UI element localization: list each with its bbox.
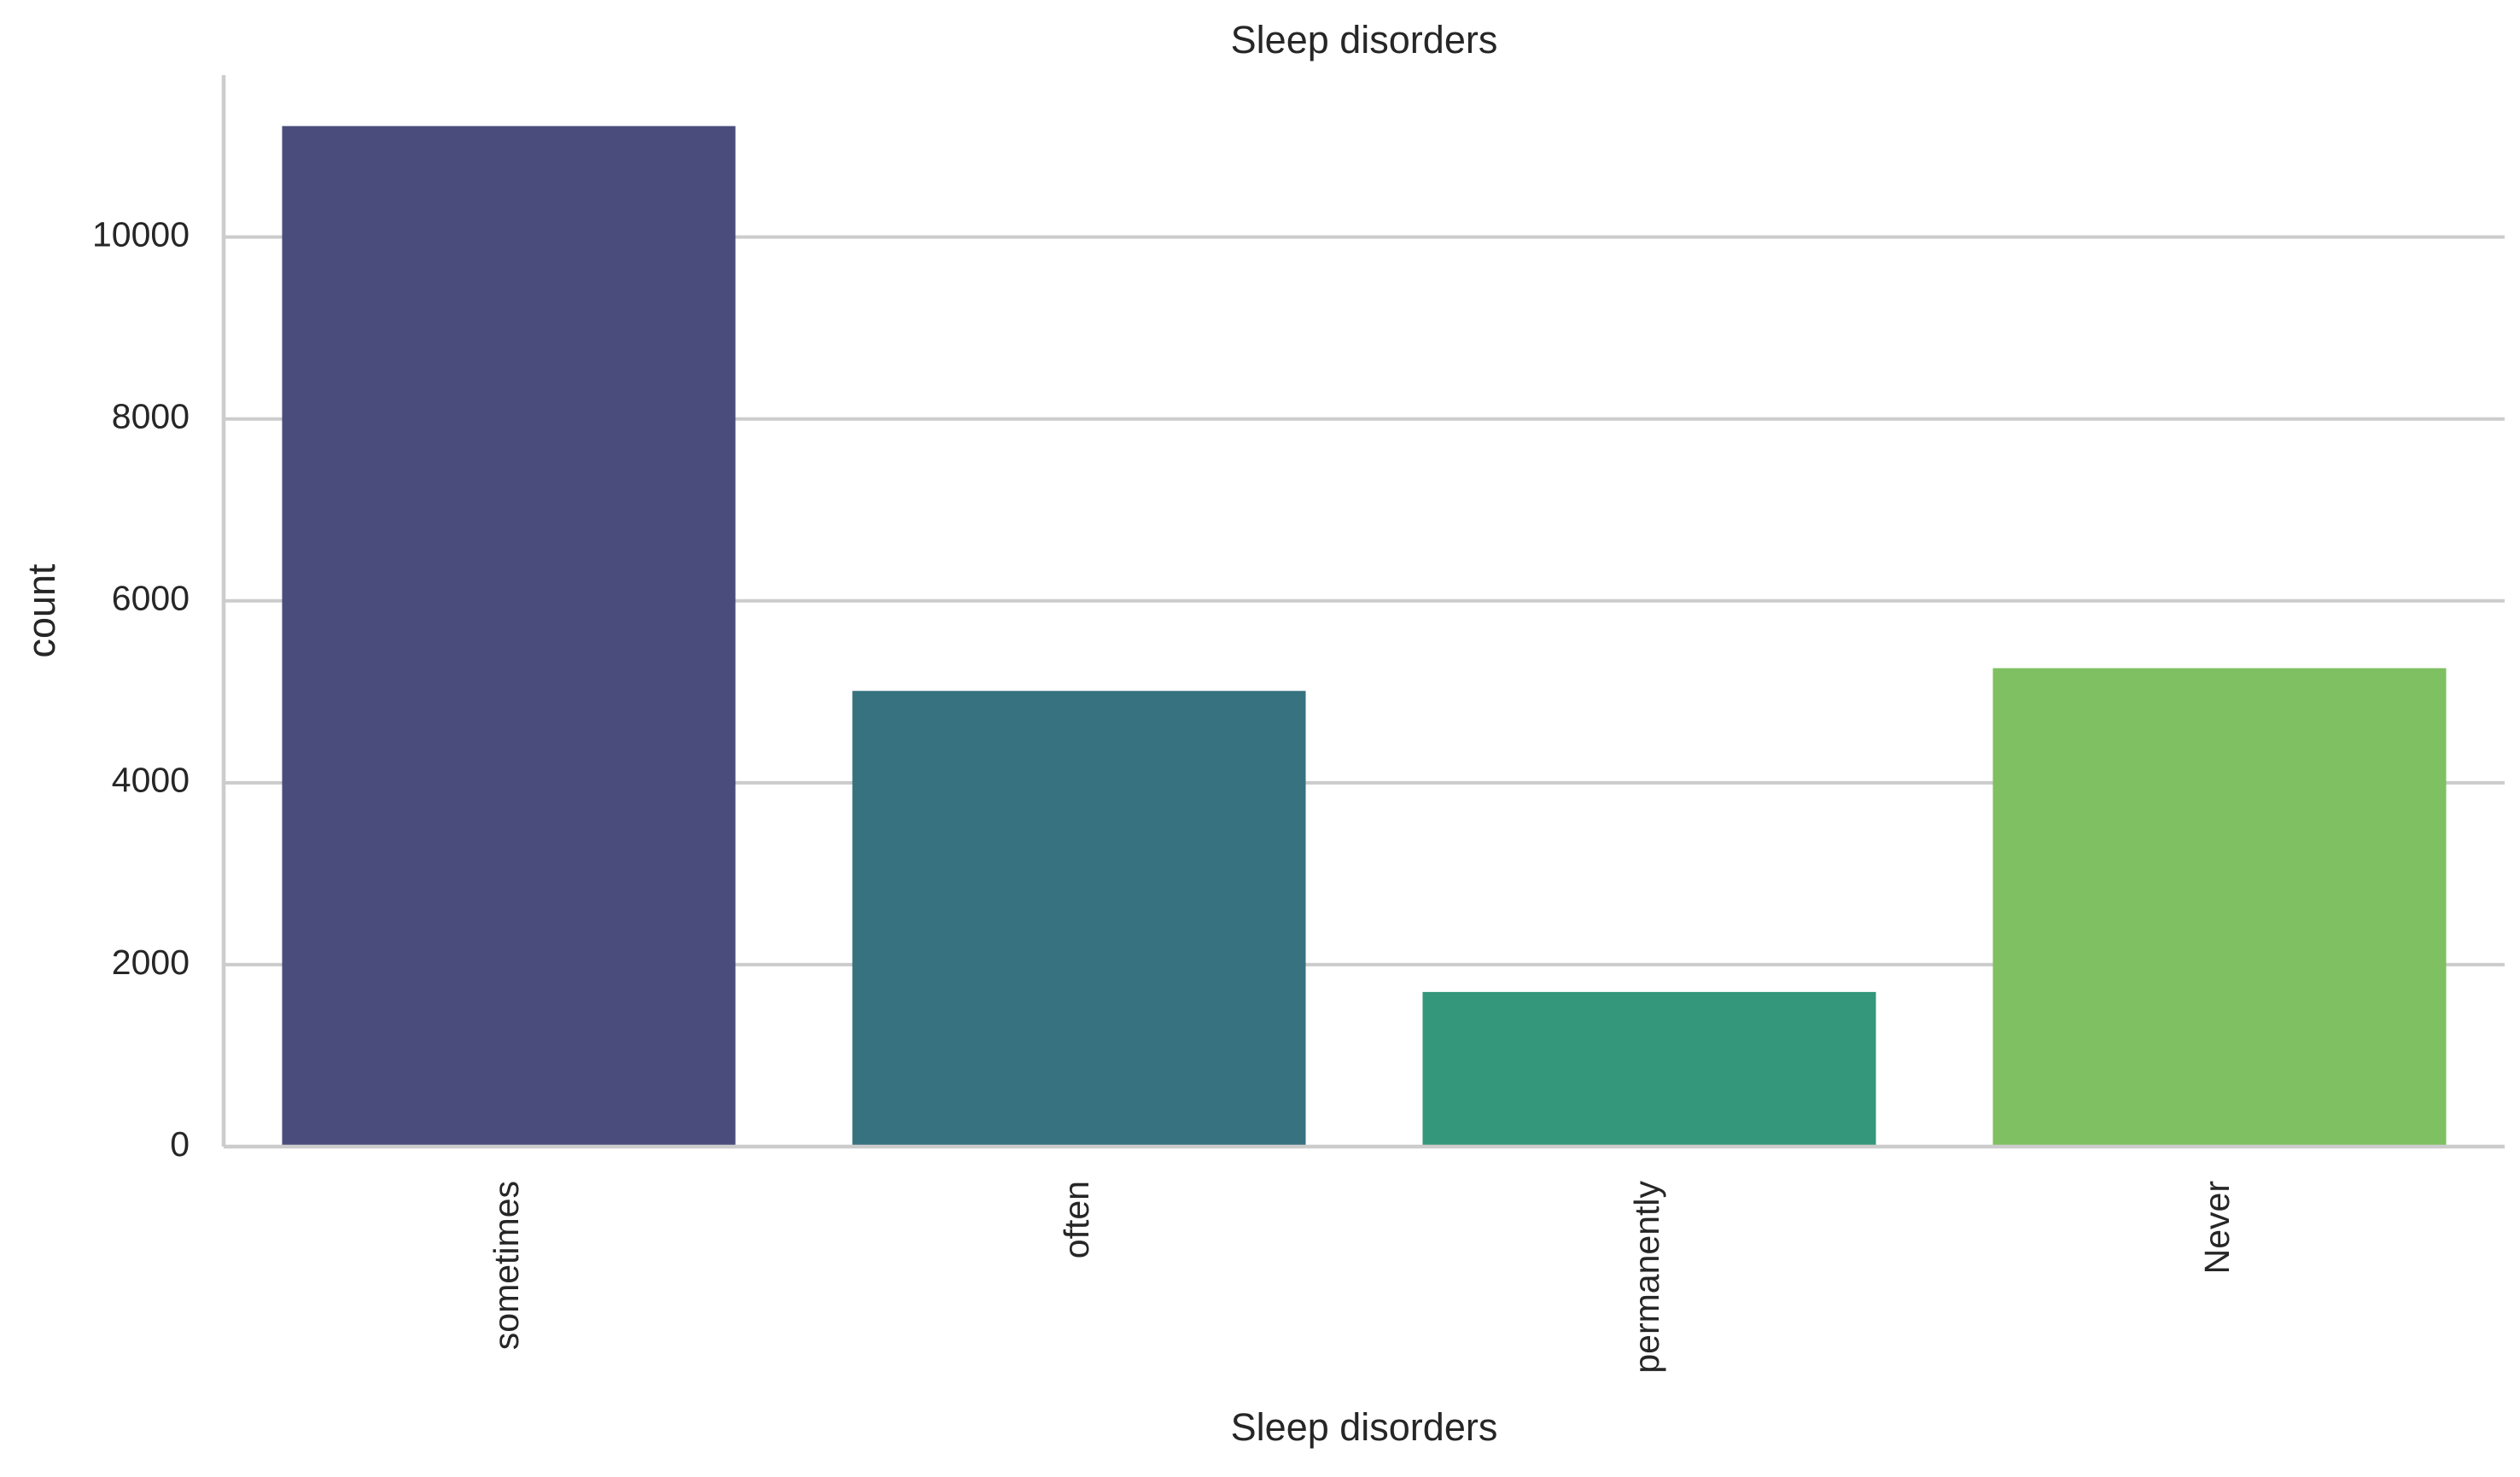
x-tick-label: sometimes [487, 1181, 526, 1350]
x-tick-label: Never [2197, 1181, 2237, 1274]
y-tick-label: 4000 [112, 761, 190, 800]
y-tick-label: 10000 [92, 214, 190, 254]
axes [221, 75, 2505, 1149]
bar-often [852, 691, 1306, 1147]
chart-title: Sleep disorders [1231, 18, 1498, 61]
x-tick-label: often [1057, 1181, 1096, 1258]
y-tick-label: 0 [170, 1124, 190, 1164]
bar-sometimes [282, 126, 736, 1147]
bar-permanently [1422, 991, 1876, 1147]
x-tick-label: permanently [1627, 1181, 1666, 1374]
x-tick-labels: sometimes often permanently Never [487, 1181, 2237, 1374]
x-axis-label: Sleep disorders [1231, 1405, 1498, 1449]
bars [282, 126, 2447, 1147]
y-tick-label: 6000 [112, 579, 190, 618]
y-tick-label: 8000 [112, 397, 190, 436]
y-axis-label: count [20, 563, 63, 658]
y-tick-labels: 0 2000 4000 6000 8000 10000 [92, 214, 190, 1163]
bar-never [1992, 668, 2447, 1147]
y-tick-label: 2000 [112, 943, 190, 982]
